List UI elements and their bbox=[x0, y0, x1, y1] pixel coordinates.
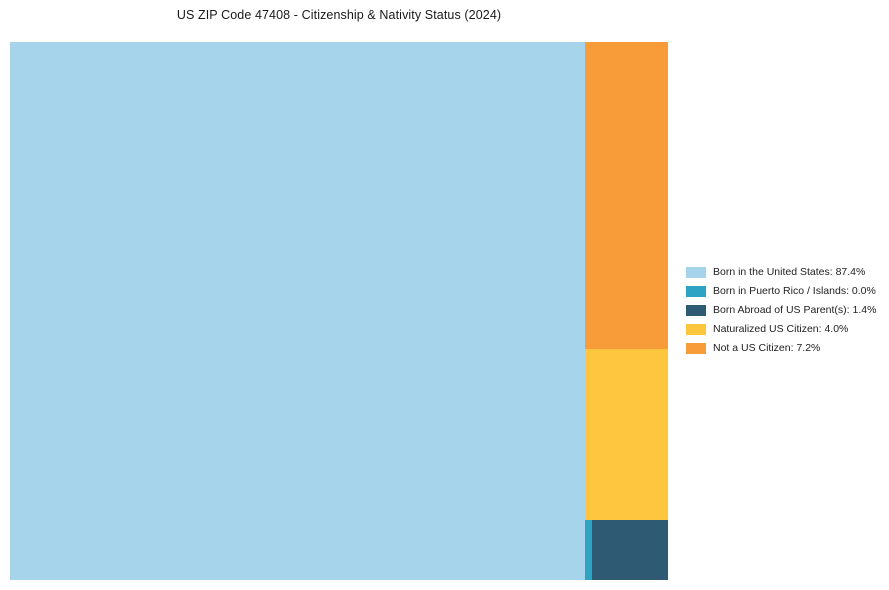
treemap bbox=[10, 42, 668, 580]
legend-swatch-born-pr bbox=[686, 285, 706, 297]
legend-item: Born Abroad of US Parent(s): 1.4% bbox=[686, 304, 876, 316]
legend-swatch-born-abroad bbox=[686, 304, 706, 316]
legend-item: Born in the United States: 87.4% bbox=[686, 266, 876, 278]
legend-label: Born in the United States: 87.4% bbox=[713, 266, 866, 278]
legend: Born in the United States: 87.4% Born in… bbox=[686, 266, 876, 361]
legend-item: Naturalized US Citizen: 4.0% bbox=[686, 323, 876, 335]
treemap-rect-born-pr bbox=[585, 520, 593, 580]
legend-label: Born Abroad of US Parent(s): 1.4% bbox=[713, 304, 877, 316]
legend-label: Not a US Citizen: 7.2% bbox=[713, 342, 821, 354]
treemap-rect-born-us bbox=[10, 42, 586, 580]
legend-label: Born in Puerto Rico / Islands: 0.0% bbox=[713, 285, 876, 297]
legend-swatch-not-citizen bbox=[686, 342, 706, 354]
treemap-rect-naturalized bbox=[585, 349, 668, 521]
legend-item: Not a US Citizen: 7.2% bbox=[686, 342, 876, 354]
chart-title: US ZIP Code 47408 - Citizenship & Nativi… bbox=[176, 8, 502, 22]
legend-swatch-born-us bbox=[686, 266, 706, 278]
legend-swatch-naturalized bbox=[686, 323, 706, 335]
treemap-rect-not-citizen bbox=[585, 42, 668, 350]
treemap-rect-born-abroad bbox=[592, 520, 668, 580]
legend-item: Born in Puerto Rico / Islands: 0.0% bbox=[686, 285, 876, 297]
legend-label: Naturalized US Citizen: 4.0% bbox=[713, 323, 849, 335]
